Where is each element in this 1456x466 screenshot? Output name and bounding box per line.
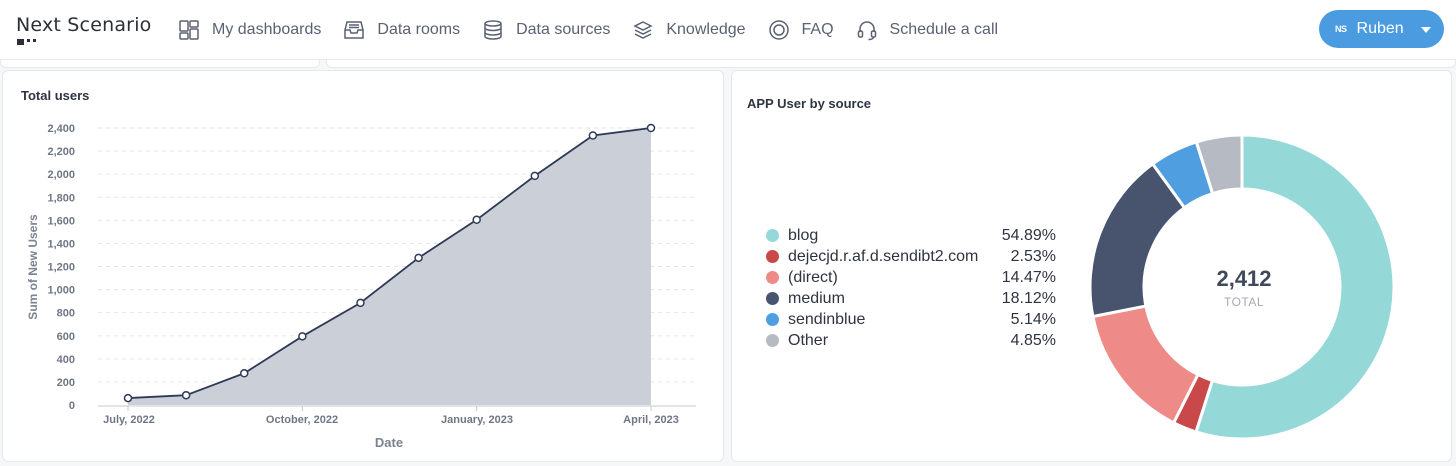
legend-value: 4.85% <box>1010 331 1056 349</box>
inbox-icon <box>344 21 365 39</box>
headset-icon <box>857 21 876 41</box>
caret-down-icon <box>1421 27 1431 33</box>
logo-text: Next Scenario <box>16 14 152 36</box>
logo[interactable]: Next Scenario <box>16 14 152 45</box>
nav-label: Data sources <box>516 21 611 38</box>
donut-total-value: 2,412 <box>1216 266 1272 291</box>
donut-legend: blog 54.89% dejecjd.r.af.d.sendibt2.com 2.5… <box>766 225 1056 351</box>
y-axis-title: Sum of New Users <box>26 214 40 320</box>
y-tick-label: 1,800 <box>47 192 75 204</box>
legend-value: 5.14% <box>1010 310 1056 328</box>
legend-item[interactable]: sendinblue 5.14% <box>766 309 1056 330</box>
data-point <box>181 390 191 400</box>
legend-swatch <box>766 250 779 263</box>
card-title: Total users <box>21 88 90 103</box>
data-point <box>123 393 133 403</box>
y-tick-label: 600 <box>57 331 75 343</box>
legend-item[interactable]: Other 4.85% <box>766 330 1056 351</box>
user-name: Ruben <box>1356 20 1404 37</box>
nav-faq[interactable]: FAQ <box>768 0 834 60</box>
y-tick-label: 2,400 <box>47 123 75 135</box>
legend-value: 2.53% <box>1010 247 1056 265</box>
legend-swatch <box>766 229 779 242</box>
y-tick-label: 800 <box>57 308 75 320</box>
data-point <box>414 253 423 263</box>
dashboard-icon <box>179 20 199 40</box>
x-tick-label: July, 2022 <box>103 414 155 426</box>
x-tick-label: January, 2023 <box>441 414 513 426</box>
y-tick-label: 0 <box>69 400 75 412</box>
nav-label: FAQ <box>801 21 834 38</box>
x-tick-label: October, 2022 <box>266 414 338 426</box>
total-users-card: Total users 0 200 400 600 800 1,000 1,200 1,400… <box>2 70 724 462</box>
legend-value: 14.47% <box>1001 268 1056 286</box>
y-tick-label: 200 <box>57 377 75 389</box>
card-edge <box>0 60 320 68</box>
legend-swatch <box>766 334 779 347</box>
nav-knowledge[interactable]: Knowledge <box>632 0 746 60</box>
database-icon <box>484 20 502 40</box>
data-point <box>530 171 540 181</box>
y-tick-label: 1,200 <box>47 262 75 274</box>
nav-label: Knowledge <box>666 21 746 38</box>
legend-swatch <box>766 292 779 305</box>
series-line <box>127 127 652 399</box>
nav-label: Data rooms <box>377 21 461 38</box>
legend-swatch <box>766 313 779 326</box>
legend-label: medium <box>788 289 845 307</box>
legend-label: dejecjd.r.af.d.sendibt2.com <box>788 247 979 265</box>
top-navigation-bar: Next Scenario My dashboards Data rooms <box>0 0 1456 60</box>
nav-data-sources[interactable]: Data sources <box>482 0 610 60</box>
data-point <box>646 123 656 133</box>
data-point <box>239 369 249 378</box>
nav-label: My dashboards <box>212 21 322 38</box>
legend-item[interactable]: medium 18.12% <box>766 288 1056 309</box>
card-edge <box>326 60 1456 68</box>
card-title: APP User by source <box>747 96 872 111</box>
donut-total-label: TOTAL <box>1223 295 1265 309</box>
data-point <box>588 131 598 140</box>
data-point <box>298 332 307 341</box>
y-tick-label: 400 <box>57 354 75 366</box>
legend-label: sendinblue <box>788 310 866 328</box>
legend-label: (direct) <box>788 268 838 286</box>
x-axis-title: Date <box>375 435 403 450</box>
total-users-chart: 0 200 400 600 800 1,000 1,200 1,400 1,600 1,800 2,… <box>26 123 696 450</box>
data-point <box>472 215 481 225</box>
nav-label: Schedule a call <box>889 21 999 38</box>
legend-label: blog <box>788 226 819 244</box>
legend-value: 18.12% <box>1001 289 1056 307</box>
legend-item[interactable]: (direct) 14.47% <box>766 267 1056 288</box>
nav-data-rooms[interactable]: Data rooms <box>343 0 460 60</box>
y-tick-label: 2,000 <box>47 169 75 181</box>
y-tick-label: 1,400 <box>47 238 75 250</box>
x-tick-label: April, 2023 <box>623 414 679 426</box>
y-tick-label: 1,000 <box>47 285 75 297</box>
y-tick-label: 2,200 <box>47 146 75 158</box>
main-nav: My dashboards Data rooms Data sources Kn… <box>178 0 1020 60</box>
layers-icon <box>633 21 654 39</box>
legend-item[interactable]: blog 54.89% <box>766 225 1056 246</box>
users-by-source-card: APP User by source blog 54.89% dejecjd.r.a… <box>731 70 1452 462</box>
lifebuoy-icon <box>768 20 789 40</box>
legend-label: Other <box>788 331 829 349</box>
legend-value: 54.89% <box>1001 226 1056 244</box>
logo-dots-icon <box>17 39 36 45</box>
legend-swatch <box>766 271 779 284</box>
legend-item[interactable]: dejecjd.r.af.d.sendibt2.com 2.53% <box>766 246 1056 267</box>
user-menu-button[interactable]: NS Ruben <box>1319 10 1444 48</box>
user-initials: NS <box>1335 24 1347 34</box>
nav-my-dashboards[interactable]: My dashboards <box>178 0 321 60</box>
y-tick-label: 1,600 <box>47 215 75 227</box>
data-point <box>356 298 365 308</box>
nav-schedule-call[interactable]: Schedule a call <box>856 0 999 60</box>
area-fill <box>128 128 651 405</box>
